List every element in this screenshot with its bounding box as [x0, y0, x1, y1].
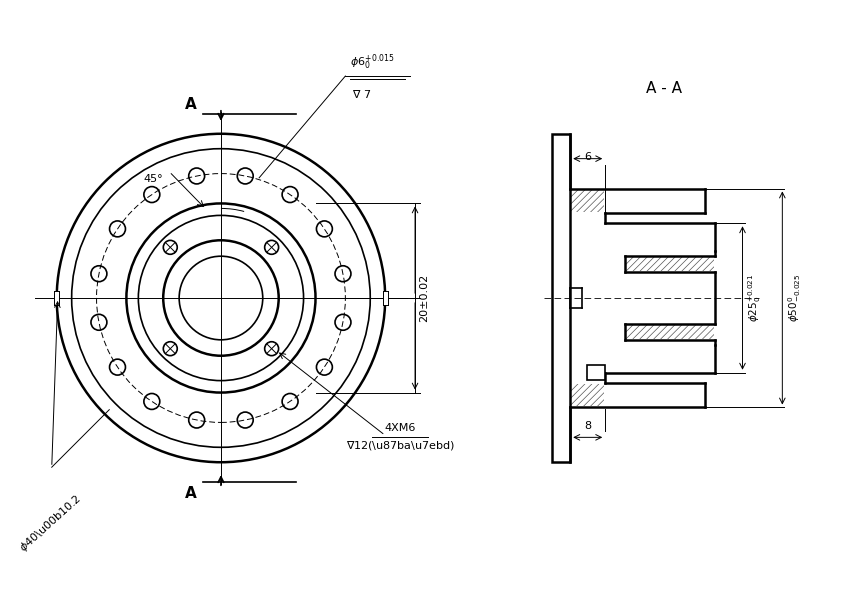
- Text: 4XM6: 4XM6: [385, 423, 416, 434]
- Bar: [626, 325, 714, 339]
- Text: $\phi$50$^{0}_{-0.025}$: $\phi$50$^{0}_{-0.025}$: [786, 274, 803, 322]
- Bar: [554, 135, 570, 287]
- Bar: [383, 291, 388, 305]
- Text: A: A: [185, 97, 197, 112]
- Text: $\nabla$ 7: $\nabla$ 7: [352, 88, 372, 100]
- Text: 20±0.02: 20±0.02: [419, 274, 429, 322]
- Text: A: A: [185, 486, 197, 501]
- Text: $\phi$6$^{+0.015}_{0}$: $\phi$6$^{+0.015}_{0}$: [351, 53, 395, 72]
- Text: $\phi$25$^{+0.021}_{0}$: $\phi$25$^{+0.021}_{0}$: [746, 274, 763, 322]
- Bar: [588, 365, 605, 380]
- Bar: [571, 190, 604, 212]
- Text: 8: 8: [584, 422, 591, 431]
- Bar: [626, 257, 714, 271]
- Text: 6: 6: [584, 152, 591, 161]
- Text: $\nabla$12(\u87ba\u7ebd): $\nabla$12(\u87ba\u7ebd): [346, 440, 455, 452]
- Text: $\phi$40\u00b10.2: $\phi$40\u00b10.2: [17, 492, 85, 555]
- Bar: [571, 383, 604, 407]
- Text: 45°: 45°: [143, 173, 163, 184]
- Bar: [553, 134, 571, 462]
- Text: A - A: A - A: [646, 81, 682, 96]
- Bar: [54, 291, 59, 305]
- Bar: [554, 309, 570, 461]
